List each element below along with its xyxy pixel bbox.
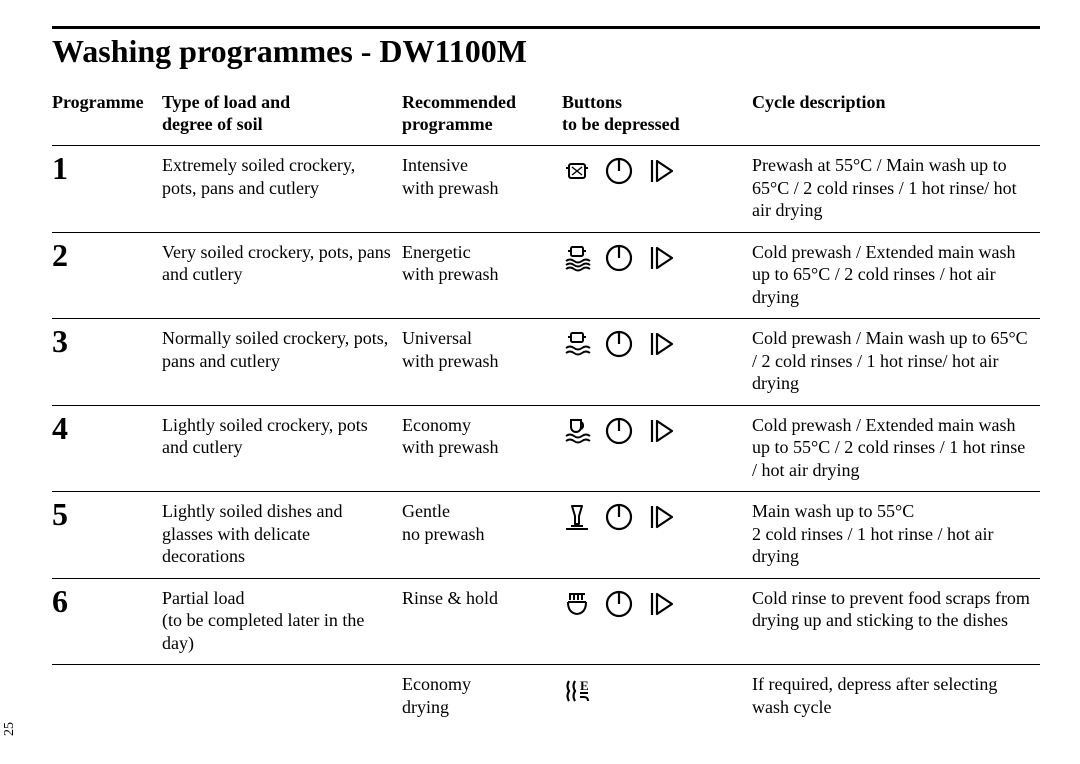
programme-number: 1	[52, 146, 162, 233]
programme-number: 5	[52, 492, 162, 579]
programme-number: 2	[52, 232, 162, 319]
programme-number	[52, 665, 162, 729]
cycle-description: Prewash at 55°C / Main wash up to 65°C /…	[752, 146, 1040, 233]
economy-drying-icon	[562, 675, 592, 705]
table-header-row: Programme Type of load anddegree of soil…	[52, 88, 1040, 146]
col-recommended: Recommendedprogramme	[402, 88, 562, 146]
economy-icon	[562, 416, 592, 446]
load-description: Very soiled crockery, pots, pans and cut…	[162, 232, 402, 319]
load-description	[162, 665, 402, 729]
energetic-icon	[562, 243, 592, 273]
recommended-programme: Economywith prewash	[402, 405, 562, 492]
buttons-cell	[562, 146, 752, 233]
load-description: Partial load(to be completed later in th…	[162, 578, 402, 665]
col-buttons: Buttonsto be depressed	[562, 88, 752, 146]
col-load: Type of load anddegree of soil	[162, 88, 402, 146]
power-icon	[604, 502, 634, 532]
start-icon	[646, 243, 676, 273]
programme-number: 6	[52, 578, 162, 665]
table-row: 2Very soiled crockery, pots, pans and cu…	[52, 232, 1040, 319]
programme-number: 3	[52, 319, 162, 406]
buttons-cell	[562, 665, 752, 729]
load-description: Lightly soiled dishes and glasses with d…	[162, 492, 402, 579]
col-cycle: Cycle description	[752, 88, 1040, 146]
recommended-programme: Energeticwith prewash	[402, 232, 562, 319]
cycle-description: Cold rinse to prevent food scraps from d…	[752, 578, 1040, 665]
col-programme: Programme	[52, 88, 162, 146]
page-title: Washing programmes - DW1100M	[52, 33, 1040, 70]
table-row: 5Lightly soiled dishes and glasses with …	[52, 492, 1040, 579]
recommended-programme: Gentleno prewash	[402, 492, 562, 579]
start-icon	[646, 156, 676, 186]
manual-page: Washing programmes - DW1100M Programme T…	[0, 0, 1080, 748]
power-icon	[604, 329, 634, 359]
power-icon	[604, 156, 634, 186]
universal-icon	[562, 329, 592, 359]
table-row: Economydrying If required, depress after …	[52, 665, 1040, 729]
start-icon	[646, 589, 676, 619]
load-description: Extremely soiled crockery, pots, pans an…	[162, 146, 402, 233]
buttons-cell	[562, 232, 752, 319]
buttons-cell	[562, 578, 752, 665]
table-row: 3Normally soiled crockery, pots, pans an…	[52, 319, 1040, 406]
programmes-table: Programme Type of load anddegree of soil…	[52, 88, 1040, 728]
start-icon	[646, 502, 676, 532]
recommended-programme: Rinse & hold	[402, 578, 562, 665]
buttons-cell	[562, 319, 752, 406]
rinse-hold-icon	[562, 589, 592, 619]
power-icon	[604, 243, 634, 273]
cycle-description: Cold prewash / Main wash up to 65°C / 2 …	[752, 319, 1040, 406]
gentle-icon	[562, 502, 592, 532]
recommended-programme: Economydrying	[402, 665, 562, 729]
table-row: 6Partial load(to be completed later in t…	[52, 578, 1040, 665]
table-row: 1Extremely soiled crockery, pots, pans a…	[52, 146, 1040, 233]
load-description: Normally soiled crockery, pots, pans and…	[162, 319, 402, 406]
power-icon	[604, 416, 634, 446]
start-icon	[646, 416, 676, 446]
cycle-description: Cold prewash / Extended main wash up to …	[752, 405, 1040, 492]
load-description: Lightly soiled crockery, pots and cutler…	[162, 405, 402, 492]
cycle-description: Main wash up to 55°C2 cold rinses / 1 ho…	[752, 492, 1040, 579]
recommended-programme: Intensivewith prewash	[402, 146, 562, 233]
top-rule	[52, 26, 1040, 29]
start-icon	[646, 329, 676, 359]
cycle-description: Cold prewash / Extended main wash up to …	[752, 232, 1040, 319]
cycle-description: If required, depress after selecting was…	[752, 665, 1040, 729]
programme-number: 4	[52, 405, 162, 492]
intensive-icon	[562, 156, 592, 186]
buttons-cell	[562, 492, 752, 579]
table-row: 4Lightly soiled crockery, pots and cutle…	[52, 405, 1040, 492]
recommended-programme: Universalwith prewash	[402, 319, 562, 406]
power-icon	[604, 589, 634, 619]
page-number: 25	[2, 722, 18, 736]
buttons-cell	[562, 405, 752, 492]
